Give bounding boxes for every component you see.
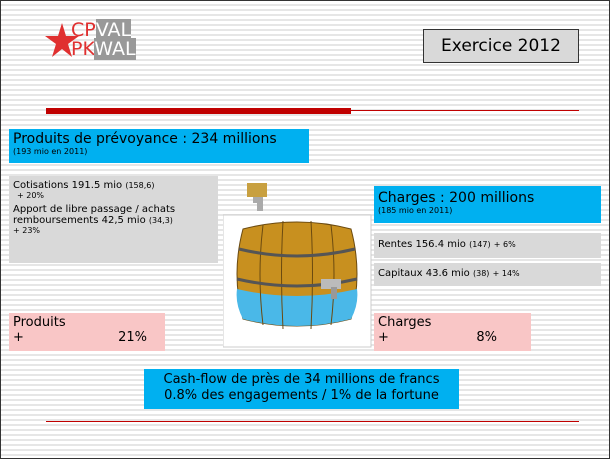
summary-label: Charges	[378, 315, 432, 330]
item-change: + 20%	[17, 191, 45, 200]
summary-sign: +	[378, 330, 389, 345]
item-label: Apport de libre passage / achats rembour…	[13, 204, 176, 226]
summary-change: 8%	[476, 330, 497, 345]
charges-summary: Charges +8%	[374, 313, 531, 351]
item-change: + 23%	[13, 226, 41, 235]
divider	[46, 108, 351, 114]
item-prev: (34,3)	[148, 216, 173, 225]
item-change: + 14%	[492, 269, 520, 278]
item-change: + 6%	[493, 240, 516, 249]
item-prev: (158,6)	[125, 181, 155, 190]
divider	[46, 421, 579, 422]
produits-summary: Produits +21%	[9, 313, 165, 351]
charges-title: Charges : 200 millions	[378, 190, 535, 206]
logo-star	[45, 23, 79, 57]
footer-box: Cash-flow de près de 34 millions de fran…	[144, 369, 459, 409]
item-prev: (38)	[473, 269, 490, 278]
item-label: Capitaux 43.6 mio	[378, 268, 470, 279]
logo-text: VAL	[95, 19, 132, 41]
produits-note: (193 mio en 2011)	[13, 147, 88, 156]
header-title: Exercice 2012	[423, 29, 579, 63]
summary-sign: +	[13, 330, 24, 345]
charges-item: Capitaux 43.6 mio (38) + 14%	[374, 263, 601, 286]
charges-box: Charges : 200 millions (185 mio en 2011)	[374, 186, 601, 223]
logo-text: PK	[71, 38, 95, 60]
produits-items: Cotisations 191.5 mio (158,6) + 20% Appo…	[9, 176, 218, 263]
summary-label: Produits	[13, 315, 66, 330]
item-label: Cotisations 191.5 mio	[13, 180, 123, 191]
footer-line: Cash-flow de près de 34 millions de fran…	[163, 372, 440, 387]
barrel-illustration	[223, 183, 372, 348]
item-prev: (147)	[469, 240, 491, 249]
charges-note: (185 mio en 2011)	[378, 206, 453, 215]
logo-text: WAL	[94, 38, 136, 60]
logo-text: CP	[71, 19, 96, 41]
item-label: Rentes 156.4 mio	[378, 239, 466, 250]
summary-change: 21%	[118, 330, 147, 345]
logo: CPVAL PKWAL	[45, 19, 145, 63]
divider	[351, 110, 579, 111]
produits-title: Produits de prévoyance : 234 millions	[13, 131, 277, 147]
charges-item: Rentes 156.4 mio (147) + 6%	[374, 233, 601, 258]
produits-box: Produits de prévoyance : 234 millions (1…	[9, 129, 309, 163]
footer-line: 0.8% des engagements / 1% de la fortune	[164, 388, 439, 403]
